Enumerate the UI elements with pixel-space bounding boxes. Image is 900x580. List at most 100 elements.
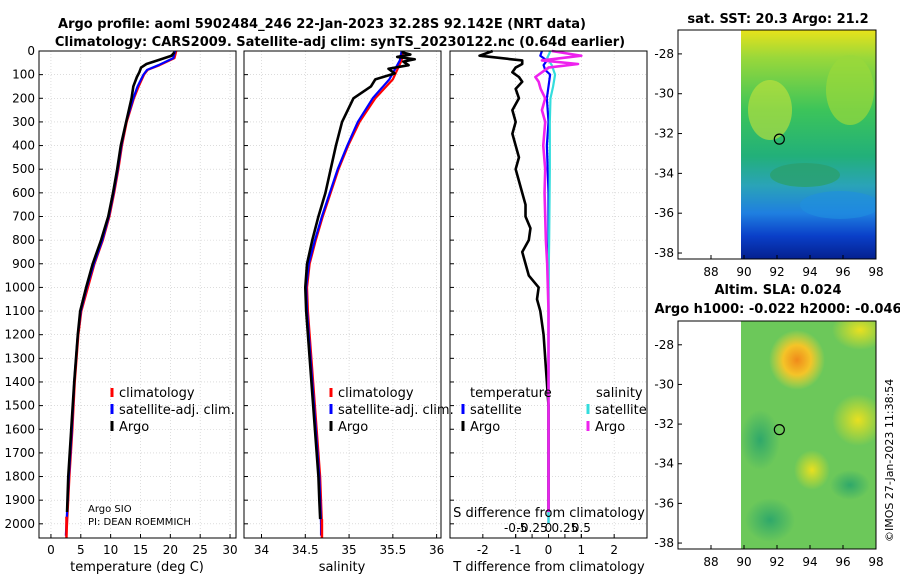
argo-position-marker [773,133,785,145]
temperature-axes-frame [38,50,237,539]
map-x-tick-label: 98 [868,555,883,569]
sla-high-patch [794,450,830,490]
map-x-tick-label: 96 [835,265,850,279]
temperature-grid [39,50,236,538]
title-line-1: Argo profile: aoml 5902484_246 22-Jan-20… [58,17,586,32]
y-tick-label: 1500 [4,399,35,413]
s-difference-label: S difference from climatology [453,506,645,521]
series-line-argo [303,50,417,520]
sla-map-ticks: 88 90 92 94 96 98 -28 -30 -32 -34 -36 -38 [654,338,883,569]
series-line-temperature-argo [478,49,550,512]
sst-cool-patch [770,163,840,187]
y-tick-label: 100 [12,68,35,82]
map-y-tick-label: -32 [654,417,674,431]
s-tick-label: 0.5 [572,521,591,535]
y-tick-label: 1300 [4,351,35,365]
imos-credit: ©IMOS 27-Jan-2023 11:38:54 [883,379,896,542]
x-tick-label: -2 [477,543,489,557]
map-x-tick-label: 88 [703,265,718,279]
s-tick-label: -0.25 [517,521,548,535]
temperature-legend: climatology satellite-adj. clim. Argo [110,386,235,435]
difference-lines [478,49,583,524]
sla-low-patch [741,410,780,470]
x-tick-label: 1 [578,543,586,557]
legend-salinity-title: salinity [596,386,643,401]
y-tick-label: 1200 [4,328,35,342]
legend-climatology-label: climatology [338,386,414,401]
sla-low-patch [830,470,870,500]
y-tick-label: 300 [12,115,35,129]
series-line-argo [65,51,176,513]
y-tick-label: 700 [12,209,35,223]
map-y-tick-label: -30 [654,87,674,101]
y-tick-label: 1800 [4,470,35,484]
map-x-tick-label: 90 [736,555,751,569]
series-line-climatology [305,50,405,536]
x-tick-label: 30 [222,543,237,557]
x-tick-label: 0 [545,543,553,557]
map-y-tick-label: -38 [654,536,674,550]
t-difference-xlabel: T difference from climatology [452,560,645,575]
salinity-axes-frame [243,50,442,539]
pi-label: PI: DEAN ROEMMICH [88,517,191,528]
series-line-salinity-argo [534,49,583,512]
map-y-tick-label: -36 [654,206,674,220]
sst-map: sat. SST: 20.3 Argo: 21.2 88 90 92 94 96 98 -2… [654,12,883,279]
y-tick-label: 500 [12,162,35,176]
argo-position-marker [773,424,785,436]
x-tick-label: 2 [610,543,618,557]
x-tick-label: 25 [193,543,208,557]
sla-low-patch [745,498,795,542]
x-tick-label: 35 [341,543,356,557]
x-tick-label: 34.5 [292,543,319,557]
x-tick-label: -1 [510,543,522,557]
map-x-tick-label: 94 [802,265,817,279]
y-tick-label: 900 [12,257,35,271]
sla-map: Altim. SLA: 0.024 Argo h1000: -0.022 h20… [654,283,900,569]
temperature-lines [64,50,178,538]
sla-map-title-line2: Argo h1000: -0.022 h2000: -0.046 [654,302,900,317]
map-y-tick-label: -30 [654,377,674,391]
map-x-tick-label: 92 [769,265,784,279]
y-tick-label: 2000 [4,517,35,531]
x-tick-label: 10 [103,543,118,557]
map-x-tick-label: 92 [769,555,784,569]
salinity-xlabel: salinity [319,560,366,575]
salinity-ticks: 34 34.5 35 35.5 36 [244,50,444,557]
difference-ticks: -2 -1 0 1 2 [450,50,618,557]
salinity-legend: climatology satellite-adj. clim. Argo [329,386,454,435]
sla-map-field [741,321,876,549]
x-tick-label: 0 [47,543,55,557]
map-x-tick-label: 98 [868,265,883,279]
x-tick-label: 35.5 [379,543,406,557]
sst-warm-patch [826,55,874,125]
salinity-grid [244,50,441,538]
y-tick-label: 400 [12,139,35,153]
y-tick-label: 1000 [4,280,35,294]
temperature-xlabel: temperature (deg C) [70,560,204,575]
argo-sio-label: Argo SIO [88,504,132,515]
x-tick-label: 20 [163,543,178,557]
map-x-tick-label: 96 [835,555,850,569]
legend-satellite-label: satellite-adj. clim. [119,403,235,418]
y-tick-label: 0 [27,44,35,58]
legend-t-argo-label: Argo [470,420,500,435]
x-tick-label: 5 [77,543,85,557]
sst-map-title: sat. SST: 20.3 Argo: 21.2 [687,12,868,27]
series-line-satellite-adj-clim- [305,50,403,536]
sla-high-patch [832,394,876,446]
y-tick-label: 1600 [4,422,35,436]
map-y-tick-label: -28 [654,338,674,352]
salinity-lines [303,50,417,538]
x-tick-label: 34 [254,543,269,557]
legend-argo-label: Argo [338,420,368,435]
sla-high-patch [832,321,876,350]
y-tick-label: 200 [12,91,35,105]
legend-climatology-label: climatology [119,386,195,401]
sla-map-title-line1: Altim. SLA: 0.024 [715,283,842,298]
sst-warm-patch [748,80,792,140]
series-line-climatology [65,50,178,536]
legend-s-argo-label: Argo [595,420,625,435]
map-y-tick-label: -34 [654,166,674,180]
